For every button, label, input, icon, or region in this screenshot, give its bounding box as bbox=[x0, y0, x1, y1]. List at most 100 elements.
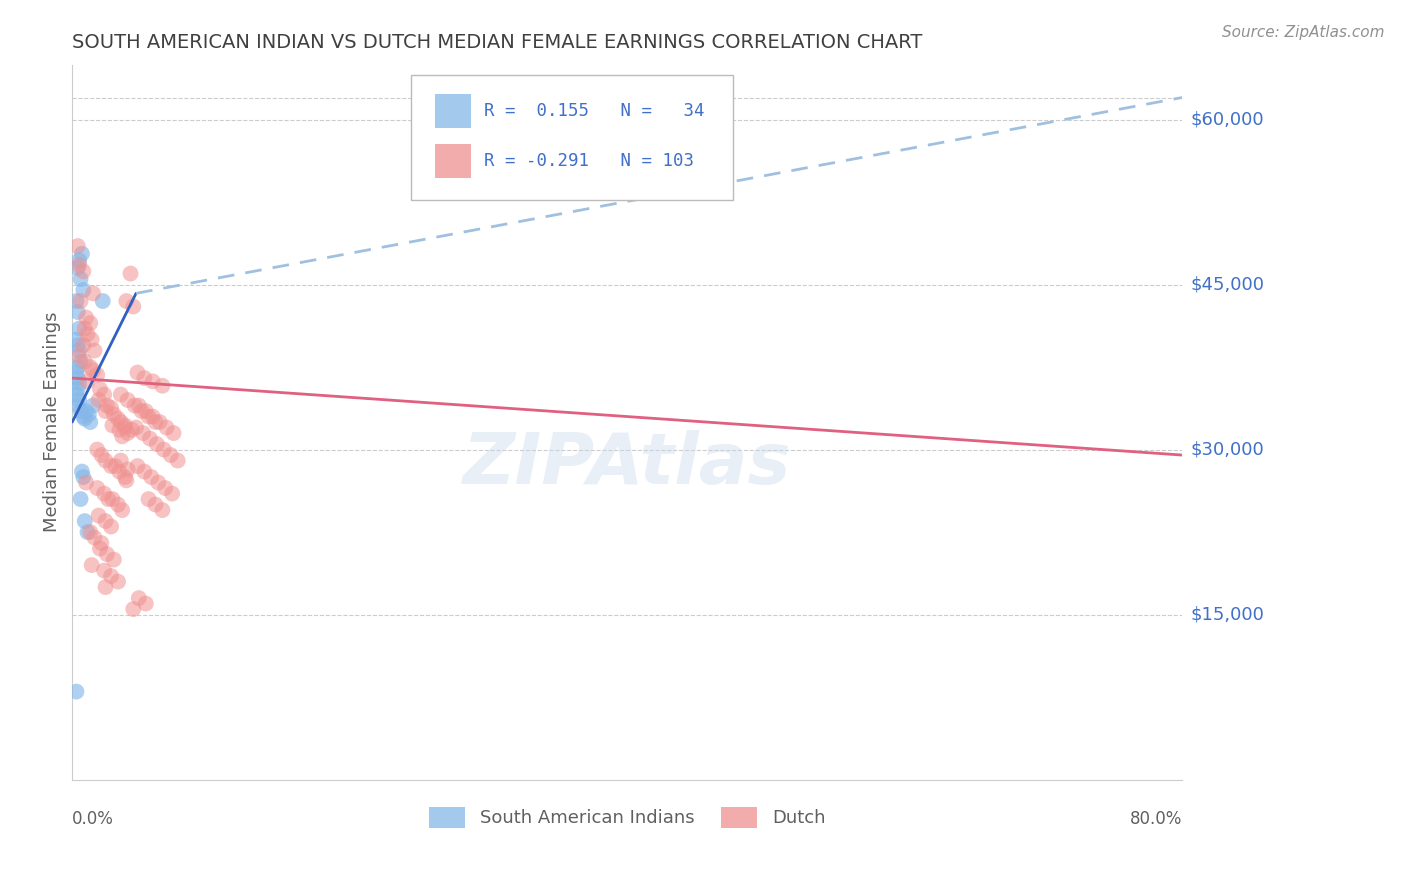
Point bbox=[70, 246, 93, 260]
Point bbox=[107, 411, 129, 425]
Point bbox=[79, 524, 101, 539]
Point bbox=[128, 399, 150, 413]
Point bbox=[69, 404, 91, 418]
Point bbox=[131, 404, 153, 418]
Point bbox=[142, 375, 165, 389]
Point bbox=[69, 272, 91, 286]
Point bbox=[66, 399, 89, 413]
Point bbox=[82, 399, 104, 413]
Point bbox=[160, 486, 183, 500]
Point bbox=[159, 448, 181, 462]
Point bbox=[67, 321, 90, 335]
Point bbox=[139, 432, 162, 446]
Point bbox=[114, 470, 136, 484]
Point bbox=[145, 415, 167, 429]
Point bbox=[86, 442, 108, 457]
Point bbox=[110, 453, 132, 467]
Point bbox=[72, 409, 94, 424]
Text: ZIPAtlas: ZIPAtlas bbox=[463, 431, 792, 500]
Point bbox=[97, 491, 120, 506]
Text: $45,000: $45,000 bbox=[1191, 276, 1264, 293]
Point bbox=[75, 475, 97, 490]
Point bbox=[72, 338, 94, 352]
Text: R =  0.155   N =   34: R = 0.155 N = 34 bbox=[484, 102, 704, 120]
Point bbox=[115, 474, 138, 488]
Point bbox=[67, 349, 90, 363]
Point bbox=[69, 491, 91, 506]
Point bbox=[76, 524, 98, 539]
Point bbox=[80, 558, 103, 572]
Point bbox=[117, 462, 139, 476]
Point bbox=[66, 359, 89, 374]
Point bbox=[120, 267, 142, 281]
Point bbox=[65, 366, 87, 380]
Point bbox=[94, 580, 117, 594]
Point bbox=[89, 541, 111, 556]
Point bbox=[67, 343, 90, 358]
Point bbox=[152, 378, 174, 392]
Point bbox=[65, 333, 87, 347]
Point bbox=[69, 293, 91, 308]
Point bbox=[66, 305, 89, 319]
Point bbox=[110, 415, 132, 429]
Point bbox=[93, 387, 115, 401]
Point bbox=[114, 420, 136, 434]
Point bbox=[76, 375, 98, 389]
Point bbox=[79, 359, 101, 374]
Point bbox=[100, 458, 122, 473]
Point bbox=[90, 448, 112, 462]
Point bbox=[80, 333, 103, 347]
Text: 0.0%: 0.0% bbox=[72, 810, 114, 828]
Point bbox=[66, 260, 89, 275]
Text: R = -0.291   N = 103: R = -0.291 N = 103 bbox=[484, 152, 695, 170]
Point bbox=[65, 387, 87, 401]
FancyBboxPatch shape bbox=[411, 75, 733, 201]
Point bbox=[125, 420, 148, 434]
Point bbox=[108, 465, 131, 479]
Point bbox=[67, 253, 90, 268]
Point bbox=[135, 597, 157, 611]
Point bbox=[122, 300, 145, 314]
Point bbox=[141, 470, 163, 484]
Point bbox=[94, 404, 117, 418]
Point bbox=[101, 418, 124, 433]
Point bbox=[100, 519, 122, 533]
Text: $60,000: $60,000 bbox=[1191, 111, 1264, 128]
Point bbox=[79, 316, 101, 330]
Point bbox=[65, 293, 87, 308]
Point bbox=[148, 475, 170, 490]
Point bbox=[67, 376, 90, 391]
Point bbox=[72, 264, 94, 278]
Point bbox=[83, 343, 105, 358]
Point bbox=[122, 602, 145, 616]
Point bbox=[87, 392, 110, 407]
Point bbox=[134, 465, 156, 479]
Point bbox=[70, 465, 93, 479]
Point bbox=[72, 283, 94, 297]
Point bbox=[135, 404, 157, 418]
Point bbox=[149, 415, 172, 429]
Point bbox=[142, 409, 165, 424]
Point bbox=[96, 547, 118, 561]
Point bbox=[86, 368, 108, 382]
Point bbox=[91, 293, 114, 308]
Point bbox=[96, 399, 118, 413]
Point bbox=[134, 371, 156, 385]
Point bbox=[94, 514, 117, 528]
Point bbox=[67, 392, 90, 407]
Point bbox=[66, 371, 89, 385]
Point bbox=[107, 574, 129, 589]
Point bbox=[100, 401, 122, 415]
Point bbox=[117, 425, 139, 440]
Point bbox=[100, 569, 122, 583]
Point bbox=[103, 408, 125, 422]
Point bbox=[72, 470, 94, 484]
Point bbox=[69, 354, 91, 368]
Point bbox=[77, 408, 100, 422]
Point bbox=[124, 399, 146, 413]
Y-axis label: Median Female Earnings: Median Female Earnings bbox=[44, 312, 60, 533]
Point bbox=[114, 418, 136, 433]
Point bbox=[152, 503, 174, 517]
Point bbox=[117, 392, 139, 407]
Text: Source: ZipAtlas.com: Source: ZipAtlas.com bbox=[1222, 25, 1385, 40]
